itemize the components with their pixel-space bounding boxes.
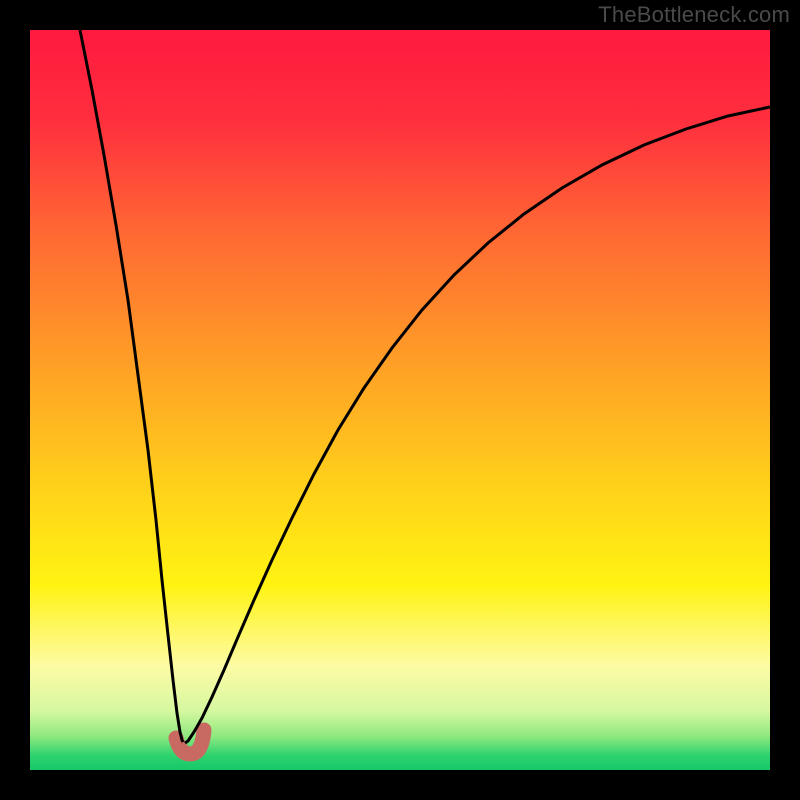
- bottleneck-chart: [0, 0, 800, 800]
- chart-frame: TheBottleneck.com: [0, 0, 800, 800]
- watermark-text: TheBottleneck.com: [598, 2, 790, 28]
